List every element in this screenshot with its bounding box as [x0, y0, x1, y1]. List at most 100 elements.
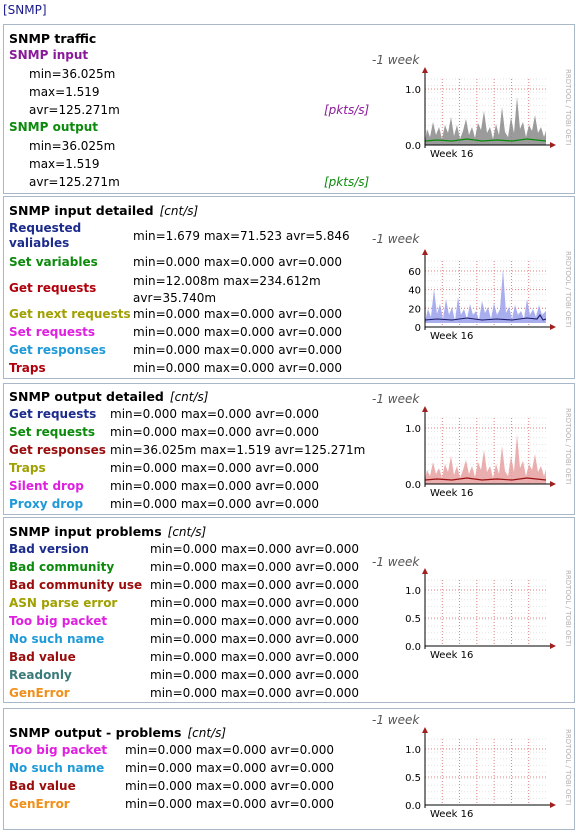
get-responses-label: Get responses [9, 343, 106, 357]
period-label: -1 week [372, 232, 420, 246]
get-requests-label: Get requests [9, 281, 97, 295]
period-label: -1 week [372, 53, 420, 67]
output-problems-graph[interactable]: 1.0 0.5 0.0 Week 16 RRDTOOL / TOBI OETI [392, 727, 572, 827]
panel-title-text: SNMP output detailed [9, 389, 164, 404]
y-tick-label: 1.0 [405, 424, 421, 435]
period-label: -1 week [372, 392, 420, 406]
y-axis-arrow [422, 727, 428, 733]
y-tick-label: 0 [415, 323, 421, 334]
bad-version-value: min=0.000 max=0.000 avr=0.000 [150, 542, 360, 556]
silent-drop-label: Silent drop [9, 479, 84, 493]
traps-label: Traps [9, 461, 46, 475]
set-variables-value: min=0.000 max=0.000 avr=0.000 [133, 255, 343, 269]
period-label: -1 week [372, 555, 420, 569]
bad-version-label: Bad version [9, 542, 89, 556]
generror-label: GenError [9, 797, 70, 811]
x-axis-arrow [550, 643, 556, 649]
rrdtool-watermark: RRDTOOL / TOBI OETI [564, 251, 572, 327]
panel-unit: [cnt/s] [169, 390, 209, 404]
generror-label: GenError [9, 686, 70, 700]
y-tick-label: 1.0 [405, 745, 421, 756]
panel-title-text: SNMP input problems [9, 524, 162, 539]
bad-value-value: min=0.000 max=0.000 avr=0.000 [150, 650, 360, 664]
too-big-packet-value: min=0.000 max=0.000 avr=0.000 [125, 743, 335, 757]
traffic-graph[interactable]: 1.0 0.0 Week 16 RRDTOOL / TOBI OETI [392, 67, 572, 167]
set-requests-label: Set requests [9, 325, 96, 339]
asn-parse-error-label: ASN parse error [9, 596, 118, 610]
x-axis-label: Week 16 [430, 149, 473, 160]
x-axis-label: Week 16 [430, 650, 473, 661]
proxy-drop-label: Proxy drop [9, 497, 84, 511]
input-unit: [pkts/s] [324, 103, 370, 117]
no-such-name-label: No such name [9, 761, 105, 775]
too-big-packet-label: Too big packet [9, 743, 108, 757]
x-axis-arrow [550, 802, 556, 808]
grid-layer: 60 40 20 0 [408, 260, 546, 334]
input-max: max=1.519 [29, 85, 100, 99]
input-area [425, 97, 546, 145]
silent-drop-value: min=0.000 max=0.000 avr=0.000 [110, 479, 320, 493]
too-big-packet-value: min=0.000 max=0.000 avr=0.000 [150, 614, 360, 628]
get-next-requests-label: Get next requests [9, 307, 131, 321]
output-detailed-graph[interactable]: 1.0 0.0 Week 16 RRDTOOL / TOBI OETI [392, 406, 572, 506]
snmp-output-problems-panel: SNMP output - problems [cnt/s] Too big pa… [3, 708, 575, 830]
x-axis-arrow [550, 481, 556, 487]
period-label: -1 week [372, 713, 420, 727]
traps-value: min=0.000 max=0.000 avr=0.000 [133, 361, 343, 375]
y-axis-arrow [422, 67, 428, 73]
get-requests-value: min=12.008m max=234.612m avr=35.740m [133, 274, 321, 305]
get-next-requests-value: min=0.000 max=0.000 avr=0.000 [133, 307, 343, 321]
y-tick-label: 60 [408, 267, 421, 278]
get-responses-value: min=0.000 max=0.000 avr=0.000 [133, 343, 343, 357]
set-variables-label: Set variables [9, 255, 98, 269]
generror-value: min=0.000 max=0.000 avr=0.000 [125, 797, 335, 811]
output-max: max=1.519 [29, 157, 100, 171]
no-such-name-value: min=0.000 max=0.000 avr=0.000 [150, 632, 360, 646]
get-responses-label: Get responses [9, 443, 106, 457]
no-such-name-label: No such name [9, 632, 105, 646]
output-unit: [pkts/s] [324, 175, 370, 189]
y-tick-label: 0.0 [405, 480, 421, 491]
panel-unit: [cnt/s] [167, 525, 207, 539]
bad-community-use-value: min=0.000 max=0.000 avr=0.000 [150, 578, 360, 592]
set-requests-value: min=0.000 max=0.000 avr=0.000 [133, 325, 343, 339]
output-line [424, 138, 547, 142]
snmp-output-detailed-panel: SNMP output detailed [cnt/s] Get requests… [3, 383, 575, 515]
panel-title-text: SNMP input detailed [9, 203, 154, 218]
input-problems-graph[interactable]: 1.0 0.5 0.0 Week 16 RRDTOOL / TOBI OETI [392, 568, 572, 668]
get-requests-label: Get requests [9, 407, 97, 421]
proxy-drop-value: min=0.000 max=0.000 avr=0.000 [110, 497, 320, 511]
panel-title: SNMP input problems [cnt/s] [9, 524, 206, 539]
panel-title-text: SNMP output - problems [9, 725, 182, 740]
y-tick-label: 1.0 [405, 586, 421, 597]
input-detailed-graph[interactable]: 60 40 20 0 Week 16 RRDTOOL / TOBI OETI [392, 249, 572, 349]
y-tick-label: 1.0 [405, 85, 421, 96]
snmp-output-label: SNMP output [9, 120, 98, 134]
x-axis-label: Week 16 [430, 331, 473, 342]
x-axis-arrow [550, 324, 556, 330]
y-tick-label: 0.0 [405, 642, 421, 653]
output-avr: avr=125.271m [29, 175, 120, 189]
snmp-input-detailed-panel: SNMP input detailed [cnt/s] Requested val… [3, 196, 575, 379]
x-axis-label: Week 16 [430, 488, 473, 499]
bad-community-use-label: Bad community use [9, 578, 143, 592]
traps-value: min=0.000 max=0.000 avr=0.000 [110, 461, 320, 475]
get-responses-line [424, 477, 547, 481]
bad-value-label: Bad value [9, 779, 76, 793]
bad-value-value: min=0.000 max=0.000 avr=0.000 [125, 779, 335, 793]
get-requests-value: min=0.000 max=0.000 avr=0.000 [110, 407, 320, 421]
traps-label: Traps [9, 361, 46, 375]
x-axis-arrow [550, 142, 556, 148]
panel-unit: [cnt/s] [159, 204, 199, 218]
breadcrumb[interactable]: [SNMP] [3, 3, 47, 17]
snmp-input-label: SNMP input [9, 48, 89, 62]
too-big-packet-label: Too big packet [9, 614, 108, 628]
grid-layer: 1.0 0.5 0.0 [405, 738, 546, 812]
set-requests-value: min=0.000 max=0.000 avr=0.000 [110, 425, 320, 439]
y-tick-label: 0.0 [405, 801, 421, 812]
y-axis-arrow [422, 568, 428, 574]
get-responses-area [425, 434, 546, 484]
input-min: min=36.025m [29, 67, 116, 81]
readonly-value: min=0.000 max=0.000 avr=0.000 [150, 668, 360, 682]
output-min: min=36.025m [29, 139, 116, 153]
